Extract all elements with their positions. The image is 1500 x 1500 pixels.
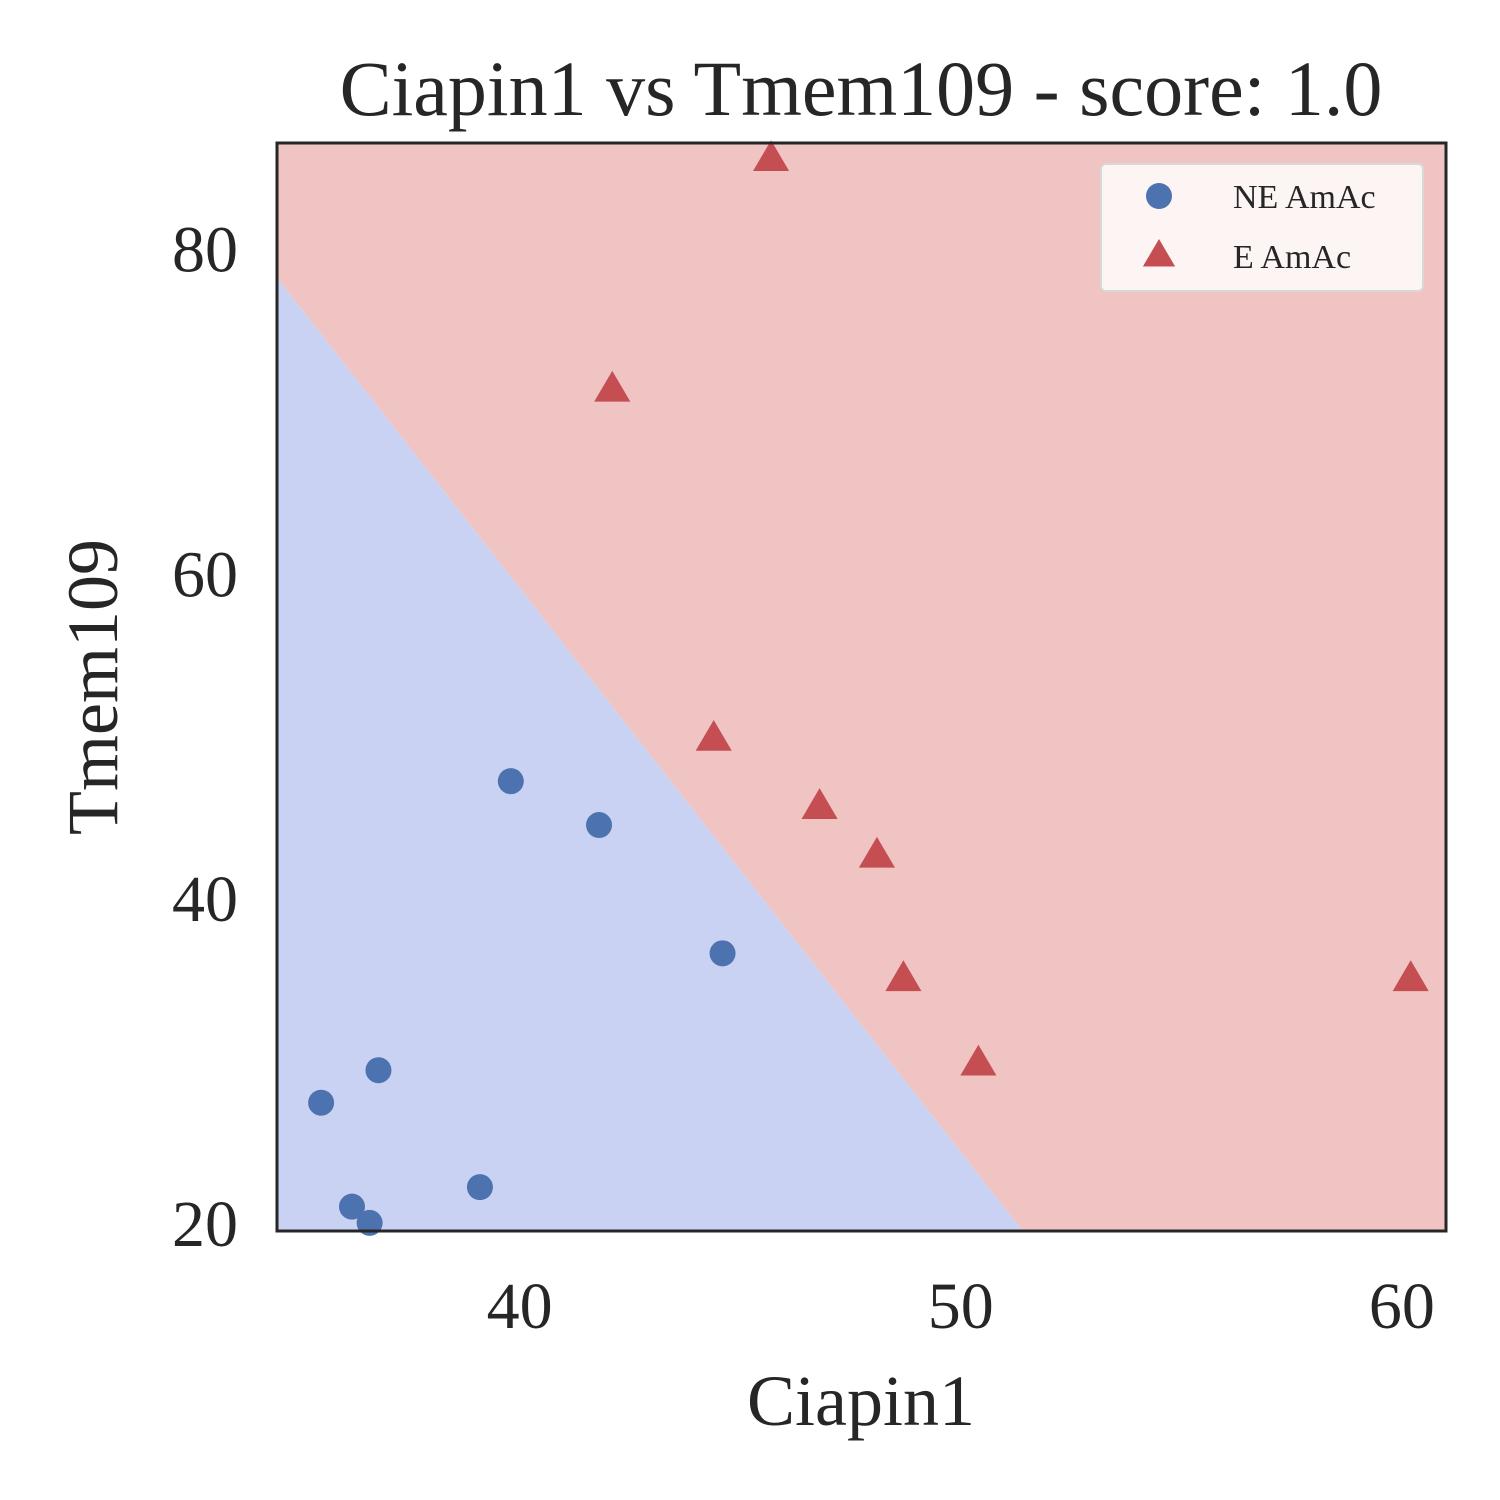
legend-box [1100, 163, 1424, 292]
point-e-amac [801, 788, 838, 819]
data-points [308, 140, 1429, 1236]
point-ne-amac [586, 812, 613, 839]
point-e-amac [885, 960, 922, 992]
point-e-amac [695, 719, 732, 751]
x-tick-label: 40 [487, 1270, 553, 1343]
region-e-amac [277, 143, 1446, 1231]
point-ne-amac [356, 1209, 383, 1236]
x-tick-label: 60 [1369, 1270, 1435, 1343]
y-tick-label: 80 [172, 214, 238, 287]
region-ne-amac [277, 277, 1023, 1231]
chart-title: Ciapin1 vs Tmem109 - score: 1.0 [340, 45, 1383, 132]
y-axis-label: Tmem109 [53, 539, 133, 835]
legend-marker-ne-amac [1146, 183, 1172, 209]
y-axis-ticks: 20 40 60 80 [172, 214, 238, 1261]
point-ne-amac [308, 1089, 335, 1116]
point-ne-amac [365, 1057, 392, 1084]
legend-marker-e-amac [1142, 239, 1176, 267]
point-ne-amac [709, 940, 736, 967]
y-tick-label: 40 [172, 863, 238, 936]
y-tick-label: 60 [172, 538, 238, 611]
plot-frame [275, 141, 1448, 1233]
point-e-amac [753, 140, 790, 172]
point-ne-amac [338, 1193, 365, 1220]
legend: NE AmAc E AmAc [1100, 163, 1424, 292]
point-e-amac [858, 836, 895, 868]
x-axis-label: Ciapin1 [747, 1361, 975, 1441]
point-e-amac [594, 370, 631, 402]
point-e-amac [1392, 960, 1429, 992]
y-tick-label: 20 [172, 1188, 238, 1261]
legend-label: NE AmAc [1233, 179, 1376, 216]
x-axis-ticks: 40 50 60 [487, 1270, 1435, 1343]
decision-regions [277, 143, 1446, 1231]
x-tick-label: 50 [928, 1270, 994, 1343]
legend-label: E AmAc [1233, 239, 1351, 276]
point-e-amac [960, 1044, 997, 1076]
point-ne-amac [466, 1174, 493, 1201]
point-ne-amac [497, 768, 524, 795]
